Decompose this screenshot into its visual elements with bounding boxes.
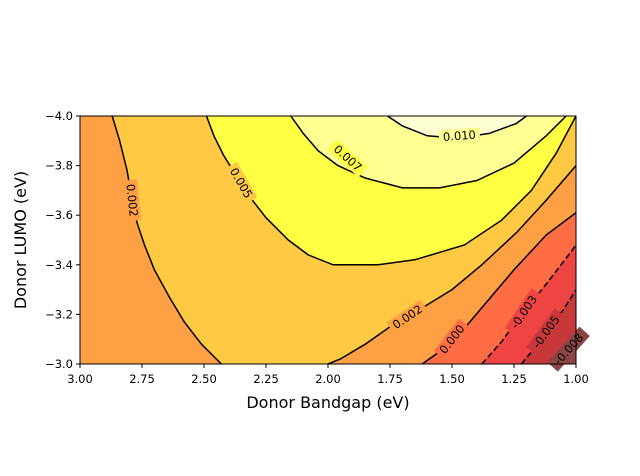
- x-tick-label: 2.50: [191, 372, 217, 386]
- band--0.005: [521, 289, 576, 364]
- x-tick-label: 3.00: [67, 372, 93, 386]
- contour-line-0.007: [290, 116, 567, 189]
- x-tick-label: 2.75: [129, 372, 155, 386]
- x-tick-label: 1.25: [501, 372, 527, 386]
- x-axis-ticks: 3.00 2.75 2.50 2.25 2.00 1.75 1.50 1.25 1.00: [67, 364, 589, 386]
- y-tick-label: −3.8: [45, 159, 73, 173]
- x-tick-label: 2.00: [315, 372, 341, 386]
- x-tick-label: 1.50: [439, 372, 465, 386]
- contour-label: 0.010: [442, 128, 476, 144]
- y-tick-label: −3.2: [45, 307, 73, 321]
- y-axis-label: Donor LUMO (eV): [11, 171, 30, 309]
- y-tick-label: −3.4: [45, 258, 73, 272]
- y-tick-label: −3.6: [45, 208, 73, 222]
- x-axis-label: Donor Bandgap (eV): [246, 393, 409, 412]
- y-tick-label: −4.0: [45, 109, 73, 123]
- band--0.008: [563, 344, 576, 364]
- contour-label: 0.002: [123, 183, 140, 217]
- x-tick-label: 2.25: [253, 372, 279, 386]
- band-top: [387, 116, 527, 139]
- contour-line-0.005: [205, 116, 576, 266]
- x-tick-label: 1.00: [563, 372, 589, 386]
- contour-fill-bands: [80, 116, 576, 364]
- y-axis-ticks: −4.0 −3.8 −3.6 −3.4 −3.2 −3.0: [45, 109, 80, 371]
- y-tick-label: −3.0: [45, 357, 73, 371]
- x-tick-label: 1.75: [377, 372, 403, 386]
- contour-line-0.002: [327, 165, 576, 364]
- contour-line-0.002: [111, 116, 222, 364]
